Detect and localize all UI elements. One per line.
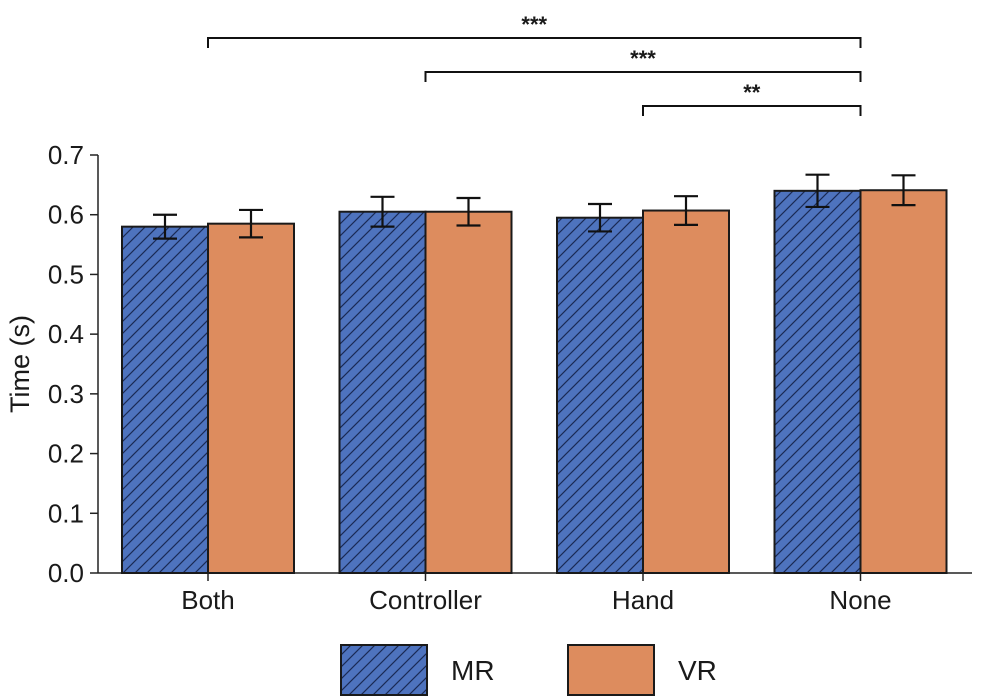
significance-bracket: **	[642, 80, 862, 116]
significance-bracket: ***	[424, 46, 862, 82]
bar-vr-none	[859, 189, 948, 575]
y-tick-label: 0.2	[48, 439, 84, 469]
error-bar-vr-both	[239, 208, 263, 239]
y-tick-label: 0.5	[48, 259, 84, 289]
error-bar-vr-hand	[674, 195, 698, 226]
x-tick-label: None	[829, 585, 891, 615]
y-axis-title: Time (s)	[5, 315, 35, 413]
y-tick-label: 0.7	[48, 140, 84, 170]
error-bar-mr-none	[805, 173, 830, 209]
legend-swatch	[567, 644, 655, 696]
significance-line	[207, 37, 862, 48]
significance-label: ***	[630, 46, 656, 71]
bar-mr-none	[773, 189, 862, 574]
bar-mr-controller	[338, 210, 427, 574]
bar-vr-both	[207, 222, 295, 575]
significance-line	[642, 105, 862, 116]
y-tick-label: 0.4	[48, 319, 84, 349]
significance-bracket: ***	[207, 12, 862, 48]
y-tick-label: 0.3	[48, 379, 84, 409]
y-tick-label: 0.0	[48, 558, 84, 588]
error-bar-mr-both	[153, 213, 177, 240]
error-bar-vr-controller	[456, 196, 481, 227]
legend-entry-mr: MR	[340, 644, 495, 696]
significance-label: ***	[521, 12, 547, 37]
bars	[121, 173, 948, 575]
error-bar-mr-hand	[588, 202, 612, 233]
legend-entry-vr: VR	[567, 644, 717, 696]
x-tick-label: Both	[181, 585, 235, 615]
legend-swatch	[340, 644, 428, 696]
error-bar-vr-none	[891, 174, 916, 207]
significance-brackets: ********	[207, 12, 862, 116]
y-tick-label: 0.6	[48, 200, 84, 230]
axes: 0.0 0.1 0.2 0.3 0.4 0.5 0.6 0.7 Time (s) Both Cont…	[5, 140, 972, 615]
legend-label: VR	[678, 655, 717, 686]
error-bar-mr-controller	[370, 195, 395, 228]
significance-line	[424, 71, 862, 82]
bar-mr-hand	[556, 216, 644, 574]
x-tick-label: Hand	[612, 585, 674, 615]
bar-vr-controller	[424, 210, 513, 574]
bar-mr-both	[121, 225, 209, 575]
legend: MR VR	[340, 644, 717, 696]
significance-label: **	[743, 80, 761, 105]
bar-vr-hand	[642, 209, 730, 575]
y-tick-label: 0.1	[48, 498, 84, 528]
legend-label: MR	[451, 655, 495, 686]
x-tick-label: Controller	[369, 585, 482, 615]
